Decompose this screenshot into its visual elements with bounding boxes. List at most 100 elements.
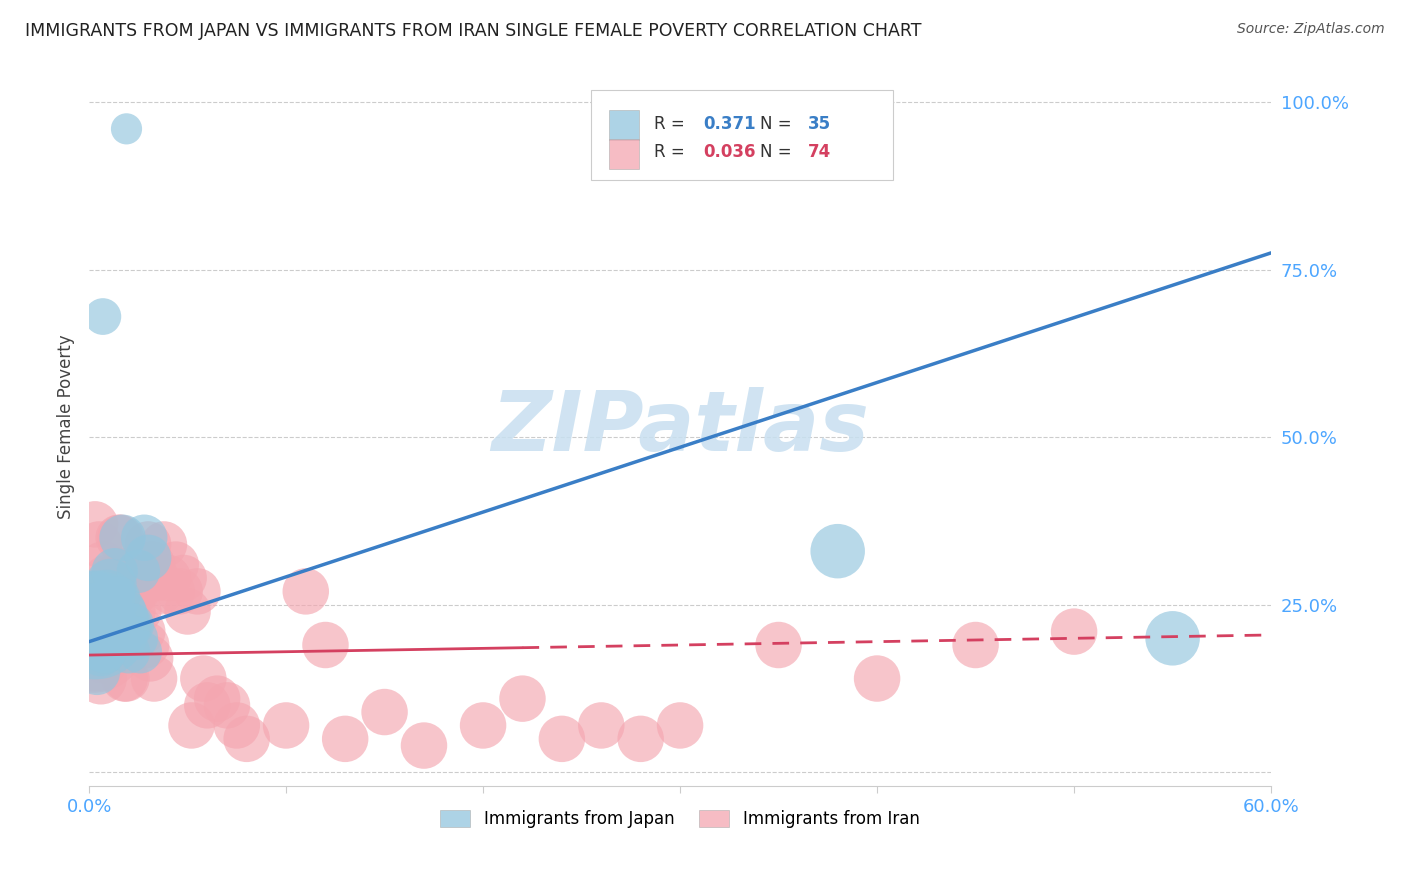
Point [225,718,247,732]
Text: 0.371: 0.371 [704,115,756,133]
Point [314,638,336,652]
Point [131,624,153,639]
Point [136,537,159,551]
Point [82,605,104,619]
Point [104,571,127,585]
Point [121,618,143,632]
FancyBboxPatch shape [592,90,893,179]
Point [111,564,134,578]
Point [186,584,208,599]
Point [101,618,124,632]
Text: N =: N = [761,144,797,161]
Point [136,550,159,565]
Point [235,731,257,746]
Point [115,121,138,136]
Point [91,558,114,572]
Point [768,638,790,652]
Point [101,632,124,646]
Point [866,672,889,686]
Point [827,544,849,558]
Point [82,632,104,646]
Point [104,571,127,585]
Text: 0.036: 0.036 [704,144,756,161]
Point [124,584,146,599]
Point [114,605,136,619]
Point [195,698,218,713]
Point [117,645,139,659]
Point [117,624,139,639]
Point [90,672,112,686]
Point [965,638,987,652]
Point [149,584,172,599]
Point [120,618,142,632]
Point [156,571,179,585]
Point [80,618,103,632]
Point [121,605,143,619]
Point [274,718,297,732]
Point [160,584,183,599]
Point [512,691,534,706]
Point [205,691,228,706]
Text: 35: 35 [807,115,831,133]
Point [84,618,107,632]
Point [87,645,110,659]
FancyBboxPatch shape [609,139,638,169]
Text: 74: 74 [807,144,831,161]
Point [176,605,198,619]
Point [110,531,132,545]
Point [84,632,107,646]
Text: N =: N = [761,115,797,133]
Point [630,731,652,746]
Point [94,645,117,659]
Point [105,618,128,632]
Point [135,638,157,652]
Point [125,584,148,599]
Point [90,645,112,659]
Point [165,558,187,572]
Point [669,718,692,732]
Point [1063,624,1085,639]
Point [96,591,118,606]
Point [1161,632,1184,646]
Point [145,571,167,585]
Point [111,531,134,545]
Point [107,591,129,606]
Point [100,605,122,619]
Point [100,584,122,599]
Text: Source: ZipAtlas.com: Source: ZipAtlas.com [1237,22,1385,37]
Point [105,618,128,632]
Point [413,739,436,753]
Point [180,718,202,732]
Point [86,665,108,679]
Legend: Immigrants from Japan, Immigrants from Iran: Immigrants from Japan, Immigrants from I… [434,804,927,835]
Point [127,605,149,619]
Text: R =: R = [654,115,690,133]
Point [153,537,176,551]
Point [84,651,107,665]
Point [111,605,134,619]
Text: ZIPatlas: ZIPatlas [491,386,869,467]
Y-axis label: Single Female Poverty: Single Female Poverty [58,334,75,519]
Point [100,577,122,591]
Point [87,632,110,646]
Point [591,718,613,732]
Text: IMMIGRANTS FROM JAPAN VS IMMIGRANTS FROM IRAN SINGLE FEMALE POVERTY CORRELATION : IMMIGRANTS FROM JAPAN VS IMMIGRANTS FROM… [25,22,922,40]
Point [96,624,118,639]
Point [294,584,316,599]
Point [114,672,136,686]
Point [91,310,114,324]
Point [96,571,118,585]
Point [125,632,148,646]
Point [374,705,396,719]
Point [90,598,112,612]
Point [97,618,120,632]
Point [107,584,129,599]
Point [139,651,162,665]
Point [84,517,107,532]
Point [94,611,117,625]
Point [134,571,156,585]
Point [173,571,195,585]
Point [143,672,166,686]
Point [134,531,156,545]
Point [193,672,215,686]
